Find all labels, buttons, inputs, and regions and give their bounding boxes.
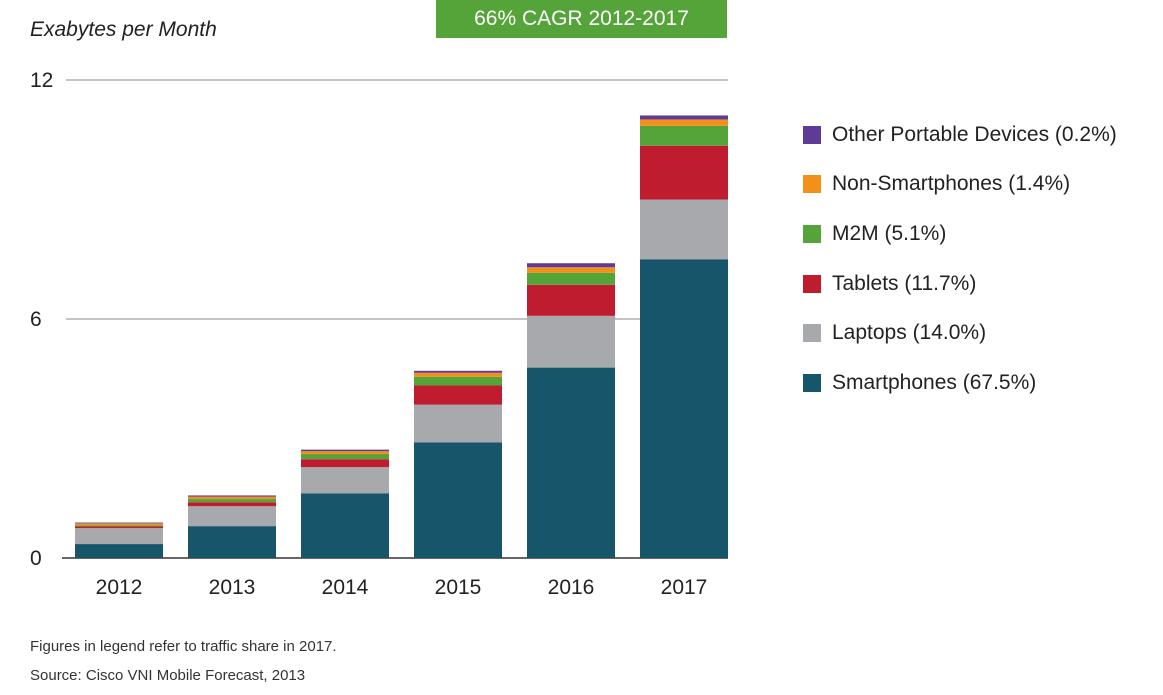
x-tick-label: 2013	[209, 576, 256, 599]
bar-segment	[527, 263, 615, 268]
bar-segment	[414, 372, 502, 377]
bar-segment	[75, 544, 163, 558]
bar-segment	[640, 125, 728, 146]
x-tick-label: 2015	[435, 576, 482, 599]
legend-swatch	[803, 175, 821, 194]
bar-segment	[640, 119, 728, 126]
bar-segment	[188, 495, 276, 497]
legend-swatch	[803, 324, 821, 343]
x-tick-label: 2014	[322, 576, 369, 599]
bar-segment	[75, 526, 163, 529]
legend-item: Non-Smartphones (1.4%)	[803, 160, 1117, 210]
bar-segment	[301, 449, 389, 452]
bar-segment	[414, 376, 502, 386]
bar-segment	[640, 259, 728, 558]
legend-footnote: Figures in legend refer to traffic share…	[30, 638, 337, 655]
x-tick-label: 2016	[548, 576, 595, 599]
bar-segment	[301, 454, 389, 460]
bar-segment	[527, 315, 615, 368]
bar-segment	[414, 404, 502, 443]
y-axis-unit-label: Exabytes per Month	[30, 18, 217, 41]
legend-label: M2M (5.1%)	[832, 221, 947, 245]
bar-segment	[527, 367, 615, 558]
bar-segment	[414, 385, 502, 405]
bar-segment	[188, 506, 276, 527]
legend-item: M2M (5.1%)	[803, 209, 1117, 259]
bar-segment	[75, 523, 163, 526]
bar-segment	[188, 526, 276, 558]
legend-swatch	[803, 274, 821, 293]
y-tick-label: 6	[30, 308, 42, 331]
bar-segment	[188, 499, 276, 503]
bar-segment	[188, 496, 276, 500]
x-tick-label: 2017	[661, 576, 708, 599]
bar-segment	[527, 284, 615, 316]
bar-segment	[301, 451, 389, 455]
bar-segment	[527, 267, 615, 273]
bar-segment	[75, 528, 163, 545]
bar-segment	[414, 442, 502, 558]
bar-segment	[527, 272, 615, 285]
legend-swatch	[803, 224, 821, 243]
bar-segment	[301, 493, 389, 558]
legend-item: Laptops (14.0%)	[803, 308, 1117, 358]
cagr-badge: 66% CAGR 2012-2017	[436, 0, 727, 38]
source-footnote: Source: Cisco VNI Mobile Forecast, 2013	[30, 667, 306, 684]
legend-label: Smartphones (67.5%)	[832, 370, 1037, 394]
bar-segment	[414, 370, 502, 373]
legend-swatch	[803, 373, 821, 392]
y-tick-label: 0	[30, 547, 42, 570]
bar-segment	[640, 199, 728, 260]
bar-segment	[75, 522, 163, 524]
y-tick-label: 12	[30, 69, 53, 92]
legend-label: Laptops (14.0%)	[832, 321, 987, 345]
legend-label: Tablets (11.7%)	[832, 271, 977, 295]
legend-label: Non-Smartphones (1.4%)	[832, 172, 1071, 196]
legend-swatch	[803, 125, 821, 144]
legend-item: Other Portable Devices (0.2%)	[803, 110, 1117, 160]
legend-label: Other Portable Devices (0.2%)	[832, 122, 1117, 146]
bar-segment	[301, 467, 389, 494]
legend-item: Smartphones (67.5%)	[803, 358, 1117, 408]
bar-segment	[640, 145, 728, 200]
x-tick-label: 2012	[96, 576, 143, 599]
chart-legend: Other Portable Devices (0.2%) Non-Smartph…	[803, 110, 1117, 408]
bar-segment	[640, 115, 728, 120]
bar-segment	[188, 502, 276, 507]
bar-segment	[75, 525, 163, 527]
legend-item: Tablets (11.7%)	[803, 259, 1117, 309]
bar-segment	[301, 459, 389, 468]
